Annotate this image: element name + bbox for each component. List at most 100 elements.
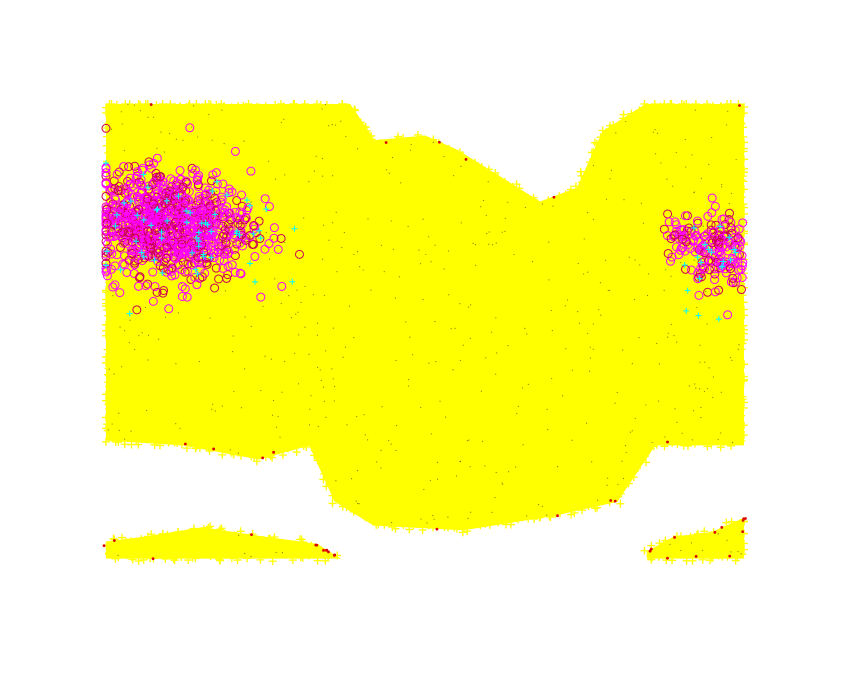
dark-dot-point — [119, 326, 121, 328]
dark-dot-point — [271, 414, 274, 416]
dark-dot-point — [609, 178, 611, 180]
magenta-circle-point — [719, 214, 729, 224]
magenta-circle-point — [240, 215, 250, 225]
dark-dot-point — [250, 201, 252, 203]
yellow-plus-point — [719, 525, 728, 534]
cyan-plus-point — [291, 225, 298, 232]
yellow-plus-point — [102, 295, 110, 304]
yellow-plus-point — [102, 437, 110, 446]
yellow-plus-point — [736, 313, 745, 322]
magenta-circle-point — [148, 219, 158, 229]
magenta-circle-point — [173, 201, 183, 211]
yellow-plus-point — [114, 552, 123, 561]
dark-dot-point — [621, 460, 623, 462]
dark-dot-point — [691, 154, 693, 156]
yellow-plus-point — [698, 555, 707, 564]
dark-dot-point — [279, 436, 281, 438]
dark-dot-point — [521, 387, 524, 389]
magenta-circle-point — [140, 218, 150, 228]
yellow-plus-point — [717, 102, 726, 111]
magenta-circle-point — [137, 186, 147, 196]
yellow-plus-point — [584, 501, 593, 510]
magenta-circle-point — [724, 208, 734, 218]
yellow-plus-point — [288, 556, 297, 565]
yellow-plus-point — [139, 555, 148, 564]
magenta-circle-point — [730, 225, 740, 235]
dark-dot-point — [495, 471, 497, 474]
dark-dot-point — [315, 155, 317, 157]
dark-dot-point — [695, 387, 697, 389]
dark-dot-point — [672, 185, 674, 187]
yellow-plus-point — [392, 137, 401, 146]
cyan-plus-point — [144, 184, 151, 191]
dark-dot-point — [335, 211, 337, 214]
magenta-circle-point — [162, 249, 172, 259]
yellow-plus-point — [737, 119, 746, 128]
dark-dot-point — [359, 265, 361, 268]
yellow-plus-point — [247, 549, 256, 558]
dark-dot-point — [658, 363, 661, 365]
yellow-plus-point — [134, 538, 143, 547]
dark-dot-point — [341, 247, 343, 249]
magenta-circle-point — [710, 232, 720, 242]
magenta-circle-point — [114, 226, 124, 236]
yellow-plus-point — [314, 544, 323, 553]
dark-dot-point — [147, 116, 149, 118]
dark-dot-point — [304, 326, 306, 328]
dark-dot-point — [422, 218, 424, 220]
dark-dot-point — [711, 136, 713, 139]
dark-dot-point — [517, 405, 519, 407]
magenta-circle-point — [170, 188, 180, 198]
magenta-circle-point — [197, 272, 207, 282]
yellow-plus-point — [727, 517, 736, 526]
dark-dot-point — [557, 465, 559, 468]
yellow-plus-point — [218, 450, 227, 459]
magenta-circle-point — [148, 199, 158, 209]
yellow-plus-point — [686, 532, 695, 541]
dark-dot-point — [547, 428, 549, 431]
magenta-circle-point — [126, 246, 136, 256]
dark-dot-point — [356, 470, 359, 472]
dark-dot-point — [600, 314, 602, 316]
red-dot-point — [713, 530, 717, 534]
magenta-circle-point — [220, 247, 230, 257]
dark-dot-point — [634, 259, 636, 261]
magenta-circle-point — [710, 201, 720, 211]
magenta-circle-point — [210, 244, 220, 254]
magenta-circle-point — [715, 247, 725, 257]
cyan-plus-point — [243, 197, 250, 204]
cyan-plus-point — [252, 278, 259, 285]
dark-dot-point — [700, 416, 702, 419]
yellow-plus-point — [279, 102, 288, 111]
magenta-circle-point — [679, 225, 689, 235]
magenta-circle-point — [223, 219, 233, 229]
magenta-circle-point — [163, 207, 173, 217]
magenta-circle-point — [127, 211, 137, 221]
dark-dot-point — [430, 261, 432, 263]
dark-dot-point — [331, 124, 333, 126]
magenta-circle-point — [166, 174, 176, 184]
yellow-plus-point — [227, 448, 236, 457]
magenta-circle-point — [167, 237, 177, 247]
magenta-circle-point — [124, 162, 134, 172]
dark-dot-point — [395, 424, 398, 427]
dark-dot-point — [546, 408, 548, 410]
yellow-plus-point — [156, 550, 165, 559]
dark-dot-point — [605, 198, 608, 200]
red-dot-point — [744, 517, 747, 520]
yellow-plus-point — [266, 451, 275, 460]
yellow-plus-point — [103, 306, 112, 315]
red-dot-point — [324, 548, 328, 552]
cyan-plus-point — [113, 211, 120, 218]
magenta-circle-point — [224, 208, 234, 218]
cyan-plus-point — [726, 234, 733, 241]
red-dot-series — [102, 103, 747, 561]
magenta-circle-point — [141, 236, 151, 246]
dark-dot-point — [367, 218, 369, 220]
dark-dot-point — [336, 271, 338, 273]
magenta-circle-point — [115, 288, 125, 298]
cyan-plus-point — [154, 206, 161, 213]
yellow-plus-point — [740, 229, 748, 238]
dark-dot-point — [491, 244, 494, 246]
dark-dot-point — [702, 225, 704, 227]
